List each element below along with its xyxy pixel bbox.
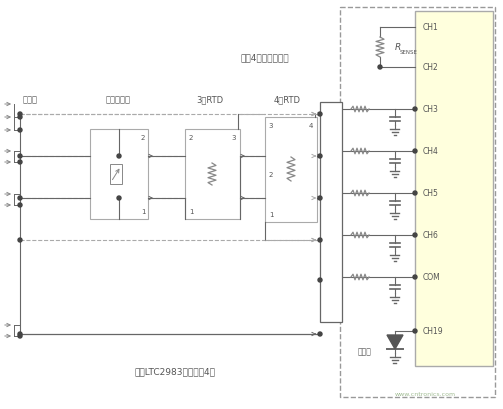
Circle shape xyxy=(18,238,22,243)
Circle shape xyxy=(18,113,22,117)
Text: 所有4组传感器共用: 所有4组传感器共用 xyxy=(241,53,289,62)
Text: SENSE: SENSE xyxy=(400,49,418,54)
Circle shape xyxy=(18,116,22,120)
Circle shape xyxy=(18,332,22,336)
Bar xyxy=(185,130,240,220)
Circle shape xyxy=(318,113,322,117)
Circle shape xyxy=(318,196,322,200)
Bar xyxy=(90,130,148,220)
Text: $R$: $R$ xyxy=(394,40,401,52)
Text: 4: 4 xyxy=(309,123,313,129)
Circle shape xyxy=(318,278,322,282)
Circle shape xyxy=(378,66,382,70)
Text: 4线RTD: 4线RTD xyxy=(274,95,300,104)
Circle shape xyxy=(117,196,121,200)
Text: 3: 3 xyxy=(232,135,236,141)
Circle shape xyxy=(413,108,417,112)
Text: www.cntronics.com: www.cntronics.com xyxy=(394,391,456,397)
Circle shape xyxy=(318,155,322,159)
Text: 2: 2 xyxy=(141,135,145,141)
Text: CH19: CH19 xyxy=(423,327,444,336)
Text: 每个LTC2983连接多达4组: 每个LTC2983连接多达4组 xyxy=(134,366,215,375)
Circle shape xyxy=(413,234,417,237)
Text: CH1: CH1 xyxy=(423,23,439,32)
Text: 1: 1 xyxy=(269,211,273,218)
Bar xyxy=(265,118,317,222)
Text: CH2: CH2 xyxy=(423,63,439,72)
Circle shape xyxy=(318,238,322,243)
Circle shape xyxy=(318,332,322,336)
Circle shape xyxy=(18,155,22,159)
Circle shape xyxy=(117,155,121,159)
Text: CH5: CH5 xyxy=(423,189,439,198)
Bar xyxy=(110,164,122,184)
Polygon shape xyxy=(387,335,403,349)
Circle shape xyxy=(413,329,417,333)
Text: 2: 2 xyxy=(189,135,193,141)
Text: CH6: CH6 xyxy=(423,231,439,240)
Text: 热敏电际器: 热敏电际器 xyxy=(106,95,130,104)
Text: 热电偶: 热电偶 xyxy=(23,95,38,104)
Circle shape xyxy=(18,129,22,133)
Text: 3: 3 xyxy=(269,123,273,129)
Text: 冷接点: 冷接点 xyxy=(358,347,372,356)
Text: CH4: CH4 xyxy=(423,147,439,156)
Circle shape xyxy=(18,161,22,164)
Text: COM: COM xyxy=(423,273,441,282)
Text: 1: 1 xyxy=(189,209,193,214)
Bar xyxy=(340,8,495,397)
Circle shape xyxy=(413,275,417,279)
Bar xyxy=(415,12,493,366)
Circle shape xyxy=(413,191,417,196)
Circle shape xyxy=(18,204,22,207)
Text: CH3: CH3 xyxy=(423,105,439,114)
Text: 1: 1 xyxy=(141,209,145,214)
Circle shape xyxy=(18,196,22,200)
Text: 2: 2 xyxy=(269,172,273,178)
Bar xyxy=(320,103,342,322)
Circle shape xyxy=(413,150,417,154)
Text: 3线RTD: 3线RTD xyxy=(197,95,223,104)
Circle shape xyxy=(18,334,22,338)
